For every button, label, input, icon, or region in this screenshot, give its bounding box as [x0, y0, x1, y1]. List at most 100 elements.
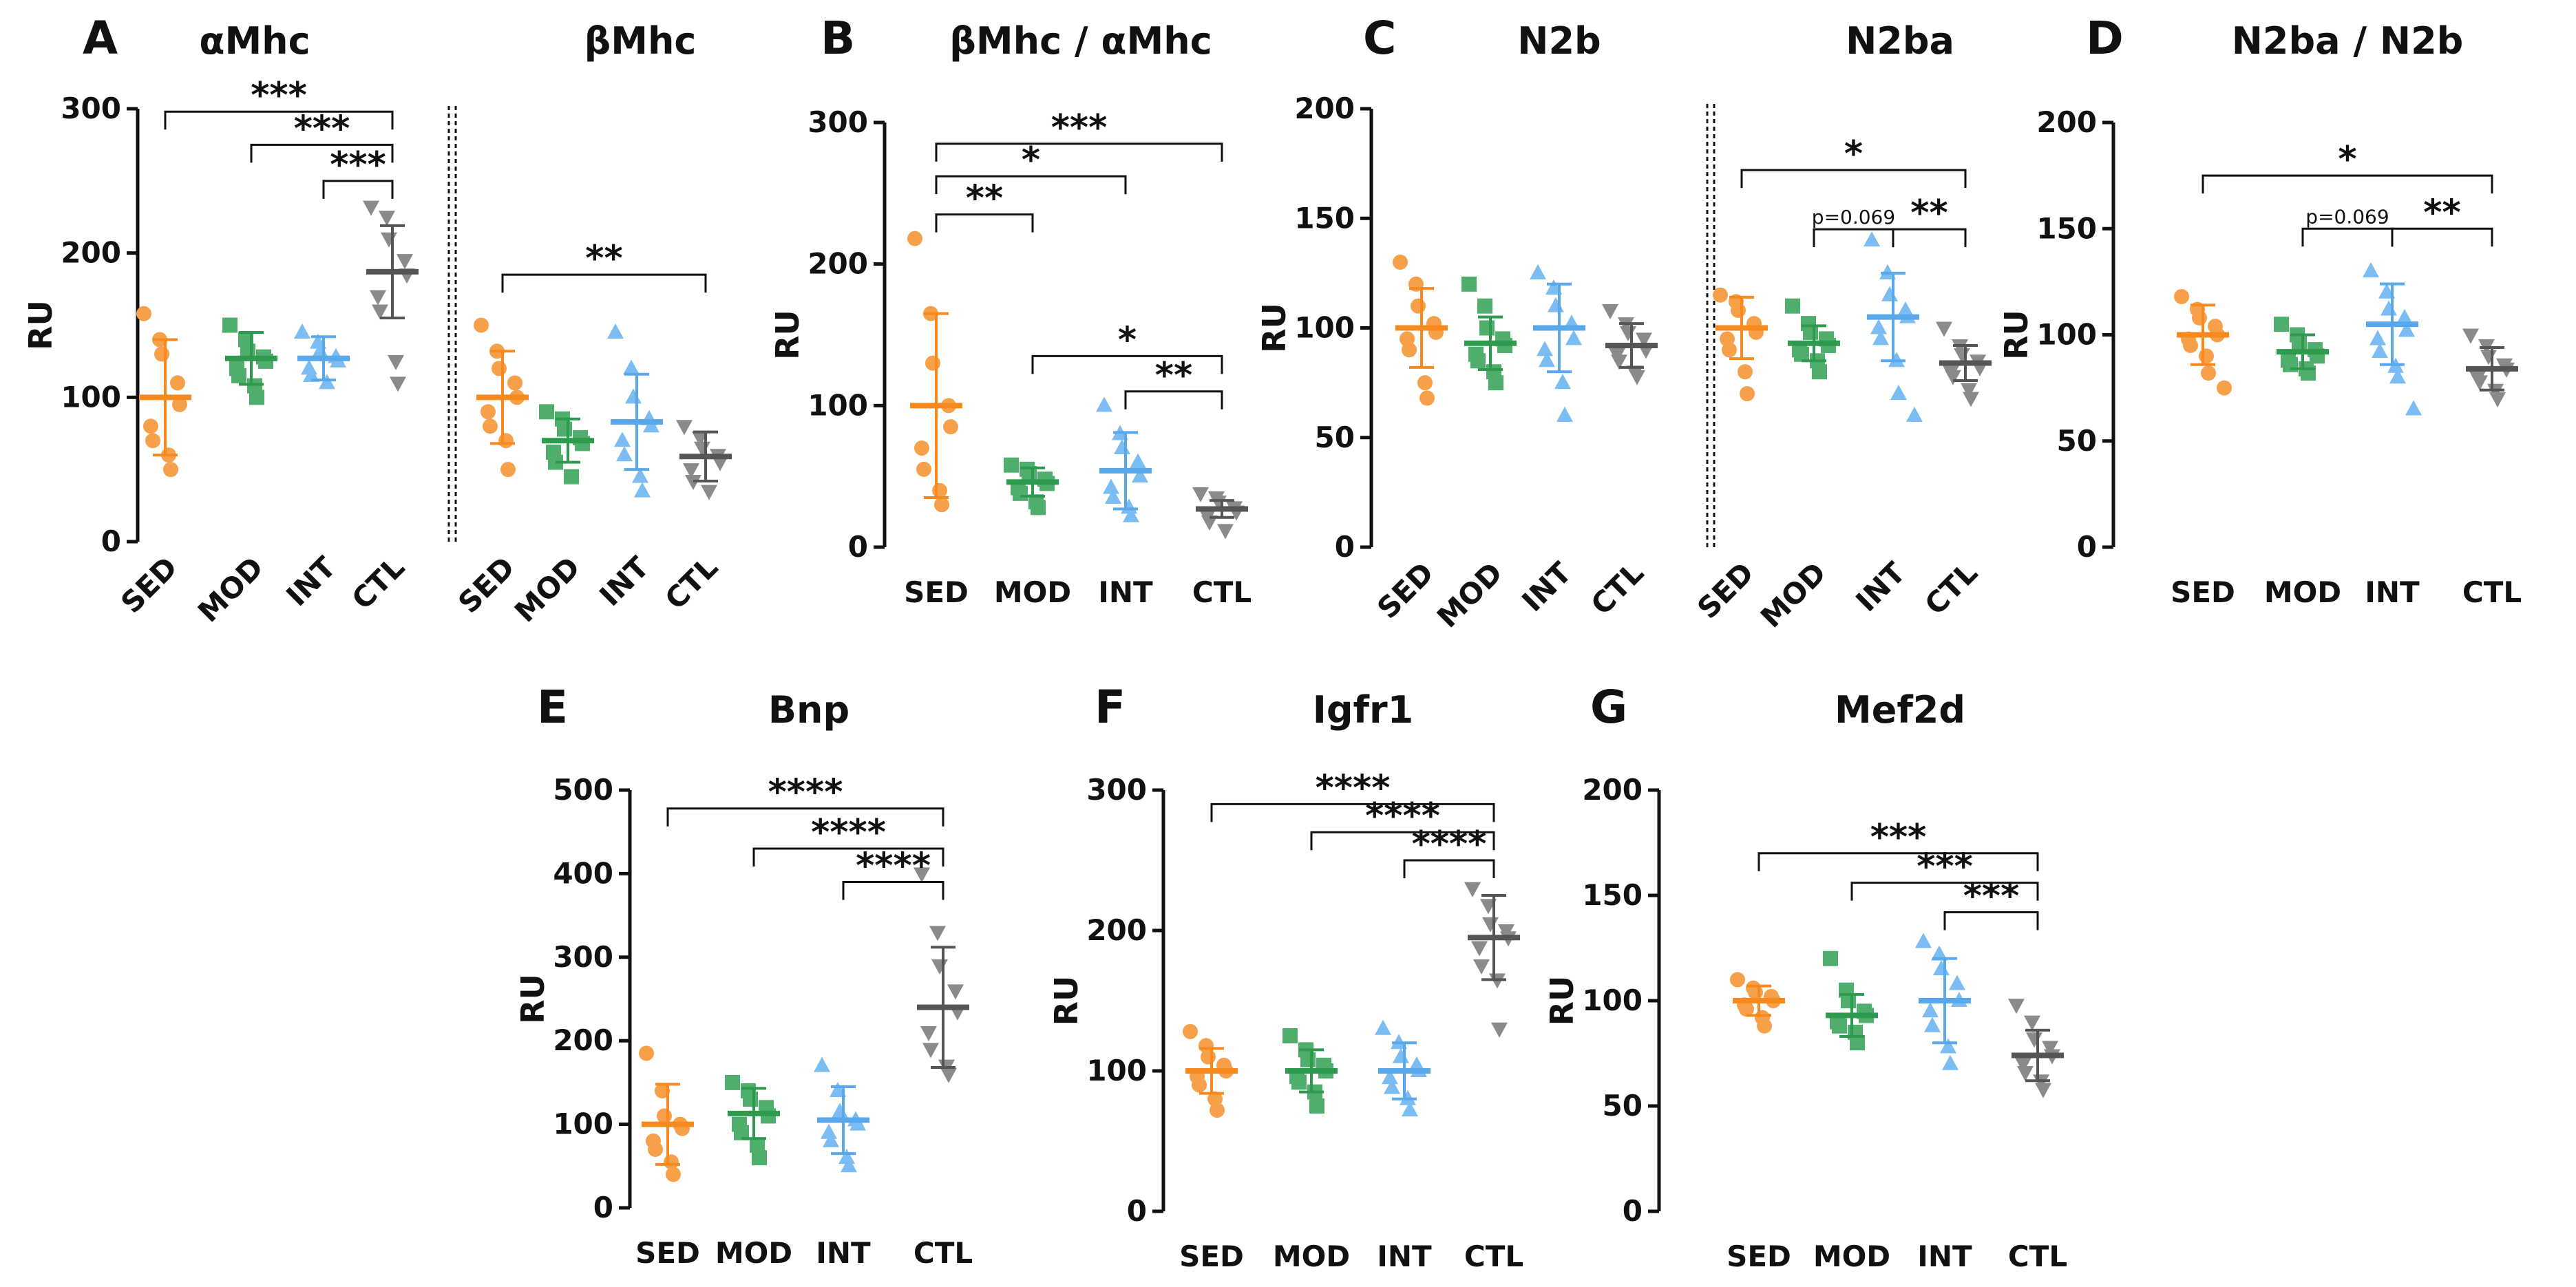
data-point [1031, 500, 1046, 515]
data-point [914, 867, 930, 883]
data-point [2363, 262, 2379, 277]
x-tick-label: INT [2365, 575, 2420, 609]
data-point [172, 396, 187, 412]
series-ctl [1464, 882, 1520, 1038]
data-point [363, 200, 379, 216]
data-point [381, 232, 397, 248]
data-point [1411, 298, 1426, 314]
data-point [2026, 1032, 2042, 1048]
x-tick-label: MOD [1430, 555, 1509, 634]
data-point [1636, 332, 1652, 348]
data-point [1393, 1047, 1409, 1063]
data-point [1823, 950, 1838, 966]
bracket-line [164, 110, 394, 130]
data-point [914, 440, 929, 456]
data-point [907, 231, 922, 246]
significance-label: *** [251, 75, 307, 116]
x-tick-label: SED [904, 575, 969, 609]
data-point [222, 317, 237, 333]
x-tick-label: INT [1098, 575, 1153, 609]
significance-label: **** [1365, 796, 1440, 837]
data-point [539, 404, 554, 420]
y-tick-label: 0 [848, 530, 868, 564]
data-point [1488, 375, 1503, 391]
data-point [625, 388, 642, 404]
data-point [154, 346, 169, 362]
significance-bracket: * [935, 140, 1127, 195]
data-point [564, 469, 579, 485]
bracket-line [842, 881, 944, 900]
significance-bracket: *** [1943, 875, 2039, 930]
data-point [1832, 1018, 1847, 1034]
significance-label: * [1844, 134, 1863, 175]
y-axis-label: RU [769, 310, 806, 360]
data-point [1556, 406, 1573, 422]
significance-bracket: * [1740, 134, 1967, 189]
data-point [1785, 298, 1800, 314]
bracket-line [250, 143, 394, 163]
bracket-line [501, 273, 707, 293]
y-tick-label: 50 [1603, 1089, 1643, 1123]
y-tick-label: 300 [1086, 773, 1147, 807]
data-point [388, 354, 404, 370]
bracket-line [1813, 228, 1894, 248]
data-point [1922, 1002, 1939, 1018]
data-point [2183, 337, 2198, 353]
data-point [1739, 1001, 1754, 1017]
data-point [1132, 467, 1148, 483]
y-tick-label: 300 [807, 105, 868, 139]
series-int [2363, 262, 2422, 416]
series-sed [1183, 1023, 1238, 1118]
x-tick-label: SED [1727, 1240, 1791, 1273]
panel-letter: C [1363, 12, 1396, 65]
bracket-line [1124, 390, 1223, 410]
data-point [1482, 917, 1499, 933]
data-point [1539, 352, 1555, 368]
data-point [370, 290, 386, 306]
data-point [1940, 1038, 1956, 1054]
data-point [823, 1131, 839, 1147]
series-mod [222, 317, 277, 405]
panel-title: N2ba [1846, 19, 1954, 63]
data-point [1419, 390, 1435, 406]
data-point [474, 317, 489, 333]
bracket-line [1850, 882, 2039, 901]
x-tick-label: INT [279, 550, 342, 613]
data-point [1731, 303, 1746, 319]
y-tick-label: 0 [1127, 1194, 1147, 1228]
data-point [379, 211, 395, 226]
data-point [1417, 375, 1433, 391]
significance-bracket: ** [935, 178, 1034, 233]
significance-bracket: **** [1210, 767, 1495, 822]
data-point [1217, 524, 1234, 540]
data-point [1722, 342, 1737, 358]
data-point [1740, 386, 1755, 402]
x-tick-label: SED [2171, 575, 2235, 609]
data-point [683, 463, 699, 479]
data-point [1461, 276, 1477, 292]
data-point [557, 421, 572, 437]
series-ctl [2462, 328, 2518, 408]
data-point [931, 959, 948, 975]
data-point [1924, 1017, 1941, 1032]
series-int [294, 323, 350, 390]
data-point [1309, 1098, 1324, 1114]
bracket-line [1943, 911, 2039, 930]
data-point [507, 375, 522, 391]
significance-label: *** [1870, 817, 1927, 858]
data-point [1183, 1023, 1198, 1039]
series-mod [725, 1074, 780, 1166]
data-point [2489, 392, 2506, 408]
panel-letter: F [1095, 681, 1126, 734]
series-mod [1004, 457, 1059, 515]
data-point [1906, 406, 1923, 422]
data-point [2398, 321, 2415, 337]
y-axis-label: RU [22, 300, 59, 350]
y-tick-label: 100 [1086, 1054, 1147, 1087]
bracket-line [666, 807, 944, 827]
data-point [1812, 364, 1827, 380]
panel-title: αMhc [199, 19, 310, 63]
bracket-line [752, 847, 944, 866]
